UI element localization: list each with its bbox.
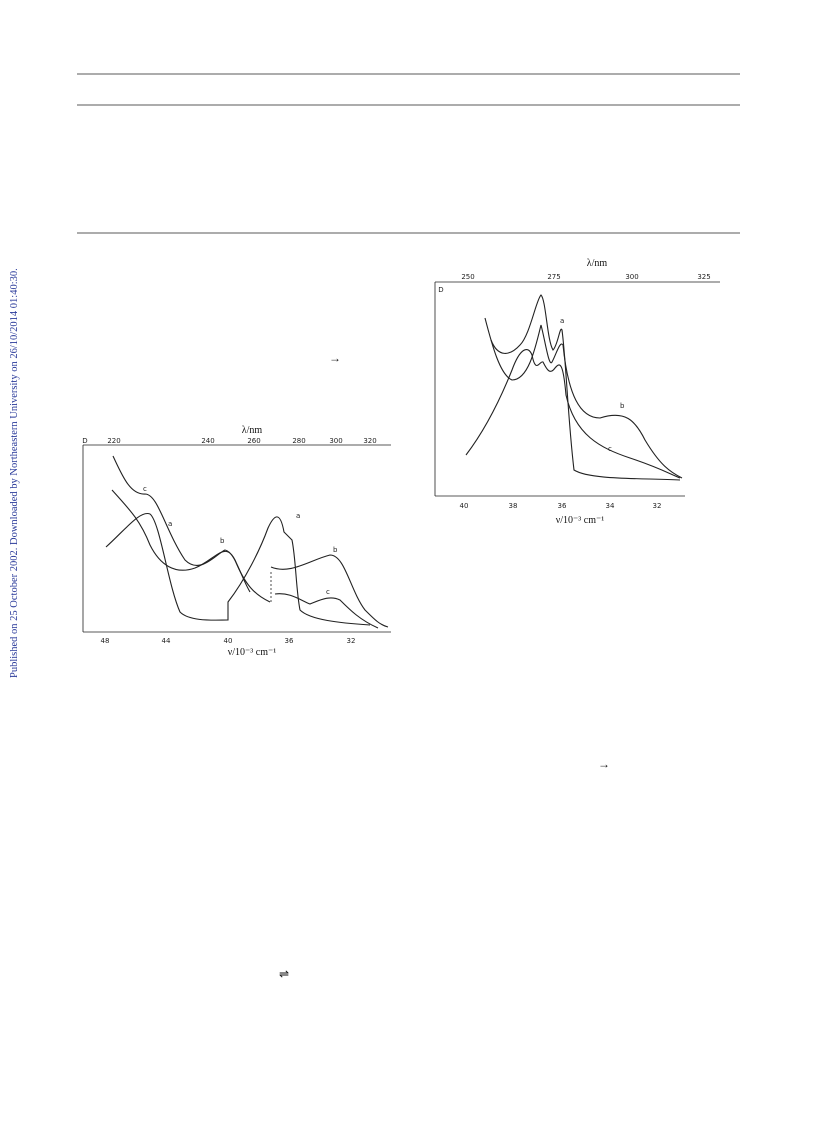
figure-2: λ/nm 250 275 300 325 D 40 38 36 34 32 ν/…	[434, 258, 720, 526]
tick-label: 40	[460, 502, 469, 510]
curve-label: b	[333, 546, 338, 554]
tick-label: D	[82, 437, 87, 445]
curve	[274, 593, 379, 629]
tick-label: 250	[461, 273, 474, 281]
curve	[111, 489, 271, 603]
tick-label: 38	[509, 502, 518, 510]
curve-label: a	[296, 512, 300, 520]
axis-label: λ/nm	[587, 258, 608, 269]
tick-label: 36	[558, 502, 567, 510]
tick-label: 320	[363, 437, 376, 445]
curve-label: c	[143, 485, 147, 493]
curve-label: a	[168, 520, 172, 528]
curve-label: c	[326, 588, 330, 596]
curve	[484, 317, 683, 479]
curve	[465, 349, 681, 479]
tick-label: 48	[101, 637, 110, 645]
tick-label: 280	[292, 437, 305, 445]
tick-label: 36	[285, 637, 294, 645]
tick-label: 300	[329, 437, 342, 445]
tick-label: 260	[247, 437, 260, 445]
tick-label: 34	[606, 502, 615, 510]
curve-label: b	[620, 402, 625, 410]
axis-label: ν/10⁻³ cm⁻¹	[556, 515, 605, 526]
watermark: Published on 25 October 2002. Downloaded…	[9, 268, 20, 678]
curve	[490, 294, 681, 481]
tick-label: 32	[653, 502, 662, 510]
tick-label: 240	[201, 437, 214, 445]
tick-label: 40	[224, 637, 233, 645]
arrow: →	[598, 757, 610, 771]
tick-label: 325	[697, 273, 710, 281]
arrow: →	[329, 351, 341, 365]
figure-1: λ/nm D 220 240 260 280 300 320 48 44 40 …	[82, 425, 391, 658]
tick-label: 32	[347, 637, 356, 645]
curve-label: a	[560, 317, 564, 325]
panel-label: D	[438, 286, 443, 294]
curve-label: b	[220, 537, 225, 545]
tick-label: 275	[547, 273, 560, 281]
curve	[112, 455, 251, 593]
curve	[270, 554, 389, 628]
equilibrium-arrow: ⇌	[279, 967, 289, 981]
curve	[105, 513, 371, 626]
tick-label: 44	[162, 637, 171, 645]
tick-label: 220	[107, 437, 120, 445]
axis-label: λ/nm	[242, 425, 263, 436]
axis-label: ν/10⁻³ cm⁻¹	[228, 647, 277, 658]
curve-label: c	[608, 445, 612, 453]
tick-label: 300	[625, 273, 638, 281]
